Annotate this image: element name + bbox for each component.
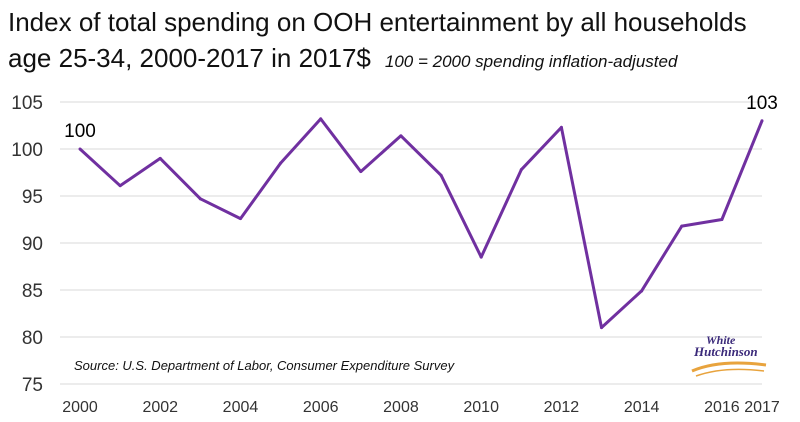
data-point bbox=[118, 184, 122, 188]
data-point bbox=[319, 117, 323, 121]
title-line2-wrap: age 25-34, 2000-2017 in 2017$ 100 = 2000 … bbox=[8, 40, 747, 80]
x-tick-label: 2008 bbox=[383, 399, 419, 416]
y-tick-label: 80 bbox=[22, 328, 43, 349]
chart-subtitle: 100 = 2000 spending inflation-adjusted bbox=[384, 52, 678, 71]
y-tick-label: 100 bbox=[11, 140, 43, 161]
data-point bbox=[760, 119, 764, 123]
data-label: 100 bbox=[64, 121, 96, 142]
data-point bbox=[720, 218, 724, 221]
x-tick-label: 2004 bbox=[223, 399, 259, 416]
logo-swoosh-icon bbox=[691, 361, 767, 377]
data-point bbox=[359, 170, 363, 174]
title-line1: Index of total spending on OOH entertain… bbox=[8, 7, 747, 37]
x-tick-label: 2014 bbox=[624, 399, 660, 416]
data-point bbox=[519, 168, 523, 172]
x-tick-label: 2017 bbox=[744, 399, 780, 416]
data-point bbox=[158, 156, 162, 160]
y-tick-label: 75 bbox=[22, 375, 43, 396]
x-tick-label: 2006 bbox=[303, 399, 339, 416]
chart-title: Index of total spending on OOH entertain… bbox=[8, 4, 747, 80]
white-hutchinson-logo: White Hutchinson bbox=[690, 333, 768, 381]
x-tick-label: 2016 bbox=[704, 399, 740, 416]
y-tick-label: 85 bbox=[22, 281, 43, 302]
y-tick-label: 105 bbox=[11, 93, 43, 114]
y-tick-label: 90 bbox=[22, 234, 43, 255]
x-tick-label: 2002 bbox=[142, 399, 178, 416]
data-point bbox=[238, 217, 242, 221]
data-point bbox=[439, 173, 443, 177]
x-tick-label: 2000 bbox=[62, 399, 98, 416]
title-line2: age 25-34, 2000-2017 in 2017$ bbox=[8, 43, 371, 73]
data-point bbox=[78, 147, 82, 151]
data-point bbox=[479, 255, 483, 259]
logo-text-white: White bbox=[706, 333, 736, 347]
source-note: Source: U.S. Department of Labor, Consum… bbox=[74, 358, 455, 373]
data-point bbox=[279, 161, 283, 165]
data-point bbox=[680, 224, 684, 228]
series-line bbox=[78, 117, 764, 330]
y-tick-label: 95 bbox=[22, 187, 43, 208]
data-point bbox=[399, 134, 403, 138]
data-point bbox=[600, 326, 604, 330]
data-point bbox=[559, 125, 563, 129]
data-label: 103 bbox=[746, 93, 778, 114]
x-tick-label: 2012 bbox=[544, 399, 580, 416]
logo-text-hutchinson: Hutchinson bbox=[694, 344, 758, 359]
data-point bbox=[198, 197, 202, 201]
x-tick-label: 2010 bbox=[463, 399, 499, 416]
data-point bbox=[640, 289, 644, 293]
